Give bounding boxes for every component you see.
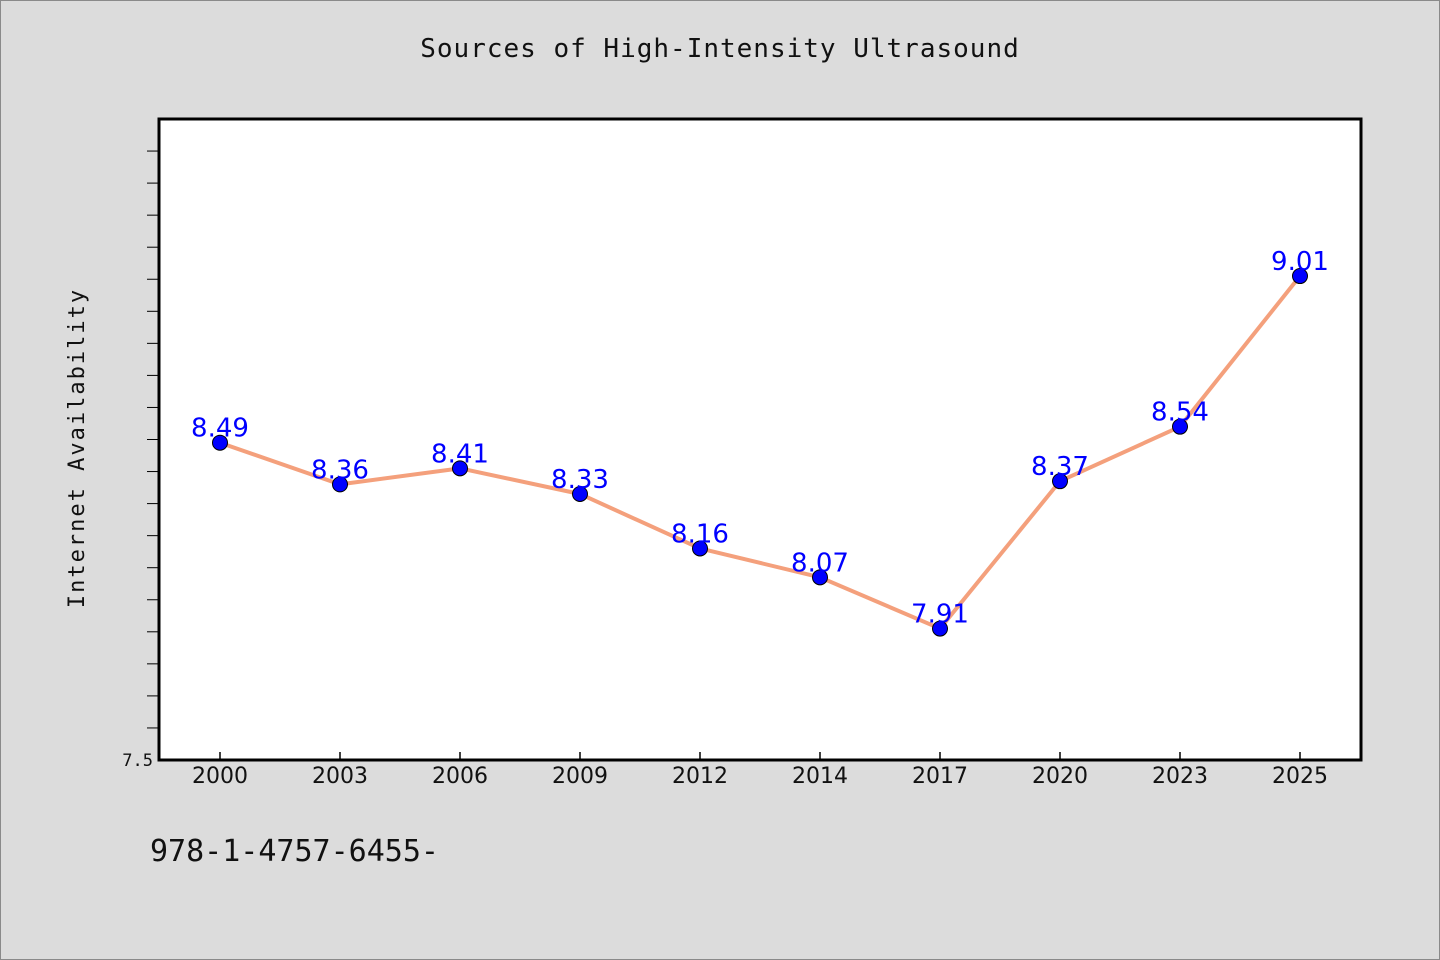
x-tick-label: 2012 [672, 764, 728, 789]
data-point [212, 434, 228, 451]
data-label: 8.54 [1151, 398, 1209, 428]
footnote-text: 978-1-4757-6455- [150, 834, 439, 869]
x-tick-label: 2003 [312, 764, 368, 789]
data-point [932, 620, 948, 637]
data-point [572, 485, 588, 502]
data-label: 8.07 [791, 548, 849, 578]
y-axis-ticks [147, 150, 159, 729]
data-point [332, 476, 348, 493]
data-label: 7.91 [911, 600, 969, 630]
data-label: 8.36 [311, 455, 369, 485]
y-axis-label: Internet Availability [65, 288, 90, 608]
data-label: 8.16 [671, 519, 729, 549]
data-labels: 8.49 8.36 8.41 8.33 8.16 8.07 7.91 8.37 8.54 9.01 [191, 247, 1329, 630]
data-point [1052, 473, 1068, 490]
series-markers [212, 268, 1308, 637]
x-axis-ticks: 2000 2003 2006 2009 2012 2014 2017 2020 2023 2025 [192, 752, 1328, 789]
data-point [692, 540, 708, 557]
data-label: 8.33 [551, 465, 609, 495]
plot-area [157, 117, 1363, 762]
data-point [812, 569, 828, 586]
x-tick-label: 2020 [1032, 764, 1088, 789]
x-tick-label: 2009 [552, 764, 608, 789]
data-label: 8.37 [1031, 452, 1089, 482]
y-tick-label: 7.5 [122, 751, 153, 771]
data-label: 8.41 [431, 439, 489, 469]
x-tick-label: 2006 [432, 764, 488, 789]
series-line [219, 274, 1302, 631]
data-point [452, 460, 468, 477]
x-tick-label: 2017 [912, 764, 968, 789]
x-tick-label: 2023 [1152, 764, 1208, 789]
data-label: 8.49 [191, 414, 249, 444]
x-tick-label: 2000 [192, 764, 248, 789]
x-tick-label: 2014 [792, 764, 848, 789]
chart-title: Sources of High-Intensity Ultrasound [420, 34, 1020, 64]
data-label: 9.01 [1271, 247, 1329, 277]
x-tick-label: 2025 [1272, 764, 1328, 789]
data-point [1172, 418, 1188, 435]
data-point [1292, 268, 1308, 285]
